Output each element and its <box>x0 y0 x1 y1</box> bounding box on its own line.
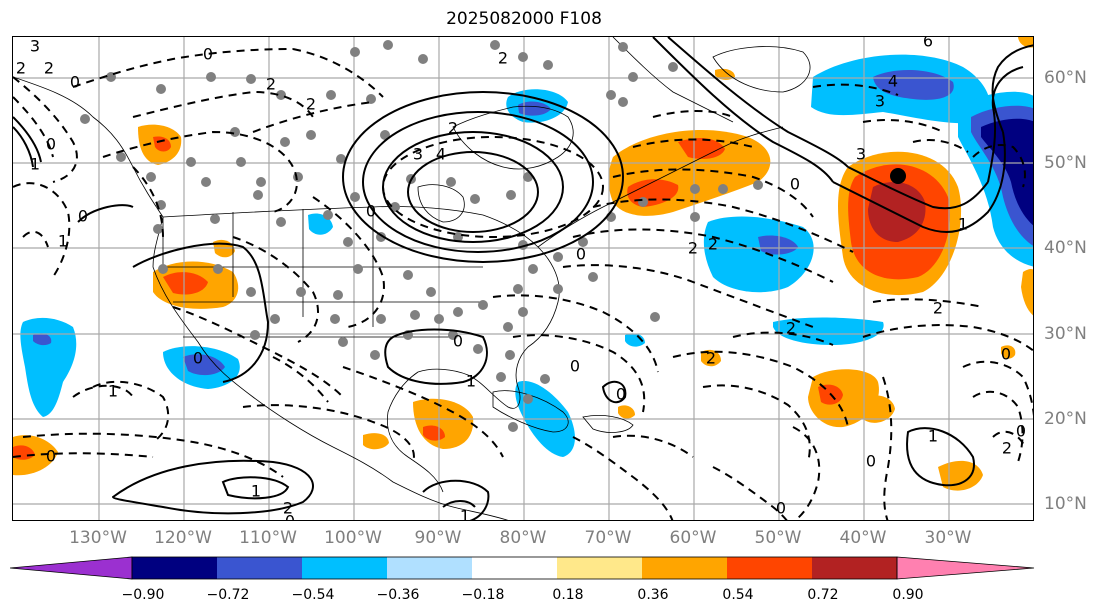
contour-label: 2 <box>306 95 316 114</box>
contour-label: 2 <box>283 499 293 518</box>
lon-label-90w: 90°W <box>414 528 462 548</box>
colorbar-segment <box>557 557 642 579</box>
lat-label-10n: 10°N <box>1044 494 1087 514</box>
contour-lines-dashed <box>13 48 1033 520</box>
contour-label: 0 <box>453 332 463 351</box>
lon-label-40w: 40°W <box>839 528 887 548</box>
contour-label: 2 <box>786 319 796 338</box>
contour-label: 0 <box>1001 345 1011 364</box>
map-panel: 3 2 2 0 2 0 2 4 3 2 1 0 2 1 0 1 0 2 0 0 … <box>12 36 1034 521</box>
colorbar-tick: 0.36 <box>637 587 669 603</box>
chart-title: 2025082000 F108 <box>446 9 602 29</box>
contour-label: 2 <box>266 75 276 94</box>
map-svg: 3 2 2 0 2 0 2 4 3 2 1 0 2 1 0 1 0 2 0 0 … <box>13 37 1033 522</box>
colorbar-outline <box>131 556 898 580</box>
colorbar-tick: −0.18 <box>461 587 505 603</box>
station-dots <box>80 40 763 432</box>
contour-label: 0 <box>70 73 80 92</box>
graticule <box>13 37 1033 520</box>
colorbar-segment <box>472 557 557 579</box>
lon-label-110w: 110°W <box>239 528 297 548</box>
contour-label: 2 <box>16 59 26 78</box>
contour-label: 1 <box>460 507 470 522</box>
lat-label-60n: 60°N <box>1044 68 1087 88</box>
lon-label-30w: 30°W <box>924 528 972 548</box>
contour-label: 3 <box>413 145 423 164</box>
colorbar-segment <box>642 557 727 579</box>
colorbar-tick: 0.18 <box>552 587 584 603</box>
colorbar-segment <box>727 557 812 579</box>
contour-label: 2 <box>44 59 54 78</box>
colorbar-segment <box>812 557 897 579</box>
contour-label: 1 <box>251 482 261 501</box>
contour-lines <box>13 37 1033 520</box>
contour-label: 1 <box>958 215 968 234</box>
contour-label: 0 <box>616 385 626 404</box>
colorbar-segment <box>387 557 472 579</box>
contour-label-group: 3 2 2 0 2 0 2 4 3 2 1 0 2 1 0 1 0 2 0 0 … <box>16 37 1026 522</box>
contour-label: 0 <box>78 207 88 226</box>
lon-label-50w: 50°W <box>754 528 802 548</box>
colorbar-tick: 0.90 <box>892 587 924 603</box>
contour-label: 1 <box>466 372 476 391</box>
contour-label: 0 <box>46 447 56 466</box>
colorbar-segment <box>10 556 133 580</box>
contour-label: 2 <box>706 349 716 368</box>
lat-label-50n: 50°N <box>1044 153 1087 173</box>
contour-label: 0 <box>790 175 800 194</box>
contour-label: 0 <box>570 357 580 376</box>
contour-label: 2 <box>1002 439 1012 458</box>
lon-label-120w: 120°W <box>154 528 212 548</box>
lon-label-100w: 100°W <box>324 528 382 548</box>
contour-label: 2 <box>708 235 718 254</box>
contour-label: 2 <box>933 299 943 318</box>
low-center-marker <box>890 168 906 184</box>
contour-label: 1 <box>928 427 938 446</box>
contour-label: 0 <box>285 512 295 522</box>
contour-label: 3 <box>875 92 885 111</box>
colorbar-segment <box>132 557 217 579</box>
colorbar-segment <box>302 557 387 579</box>
lat-label-20n: 20°N <box>1044 409 1087 429</box>
contour-label: 4 <box>436 145 446 164</box>
contour-label: 6 <box>923 37 933 51</box>
contour-label: 0 <box>193 349 203 368</box>
contour-label: 0 <box>576 245 586 264</box>
coastlines <box>13 37 811 520</box>
colorbar-segment <box>896 556 1035 580</box>
colorbar-tick: 0.72 <box>807 587 839 603</box>
contour-label: 0 <box>46 135 56 154</box>
contour-label: 0 <box>1016 422 1026 441</box>
contour-label: 3 <box>856 145 866 164</box>
lat-label-30n: 30°N <box>1044 324 1087 344</box>
contour-label: 4 <box>888 72 898 91</box>
colorbar-tick: −0.72 <box>206 587 250 603</box>
contour-label: 1 <box>30 155 40 174</box>
contour-label: 0 <box>366 202 376 221</box>
lon-label-130w: 130°W <box>69 528 127 548</box>
contour-label: 2 <box>498 49 508 68</box>
lon-label-70w: 70°W <box>584 528 632 548</box>
lon-label-80w: 80°W <box>499 528 547 548</box>
contour-label: 2 <box>448 119 458 138</box>
colorbar-tick: −0.90 <box>121 587 165 603</box>
contour-label: 2 <box>688 239 698 258</box>
contour-label: 0 <box>776 499 786 518</box>
colorbar-tick: −0.54 <box>291 587 335 603</box>
contour-label: 1 <box>108 382 118 401</box>
shading-layer <box>13 37 1033 491</box>
colorbar-segment <box>217 557 302 579</box>
contour-label: 3 <box>30 37 40 56</box>
colorbar-tick: −0.36 <box>376 587 420 603</box>
contour-label: 0 <box>866 452 876 471</box>
lon-label-60w: 60°W <box>669 528 717 548</box>
contour-label: 0 <box>203 45 213 64</box>
colorbar <box>10 556 1035 580</box>
colorbar-tick: 0.54 <box>722 587 754 603</box>
contour-label: 1 <box>58 232 68 251</box>
lat-label-40n: 40°N <box>1044 238 1087 258</box>
